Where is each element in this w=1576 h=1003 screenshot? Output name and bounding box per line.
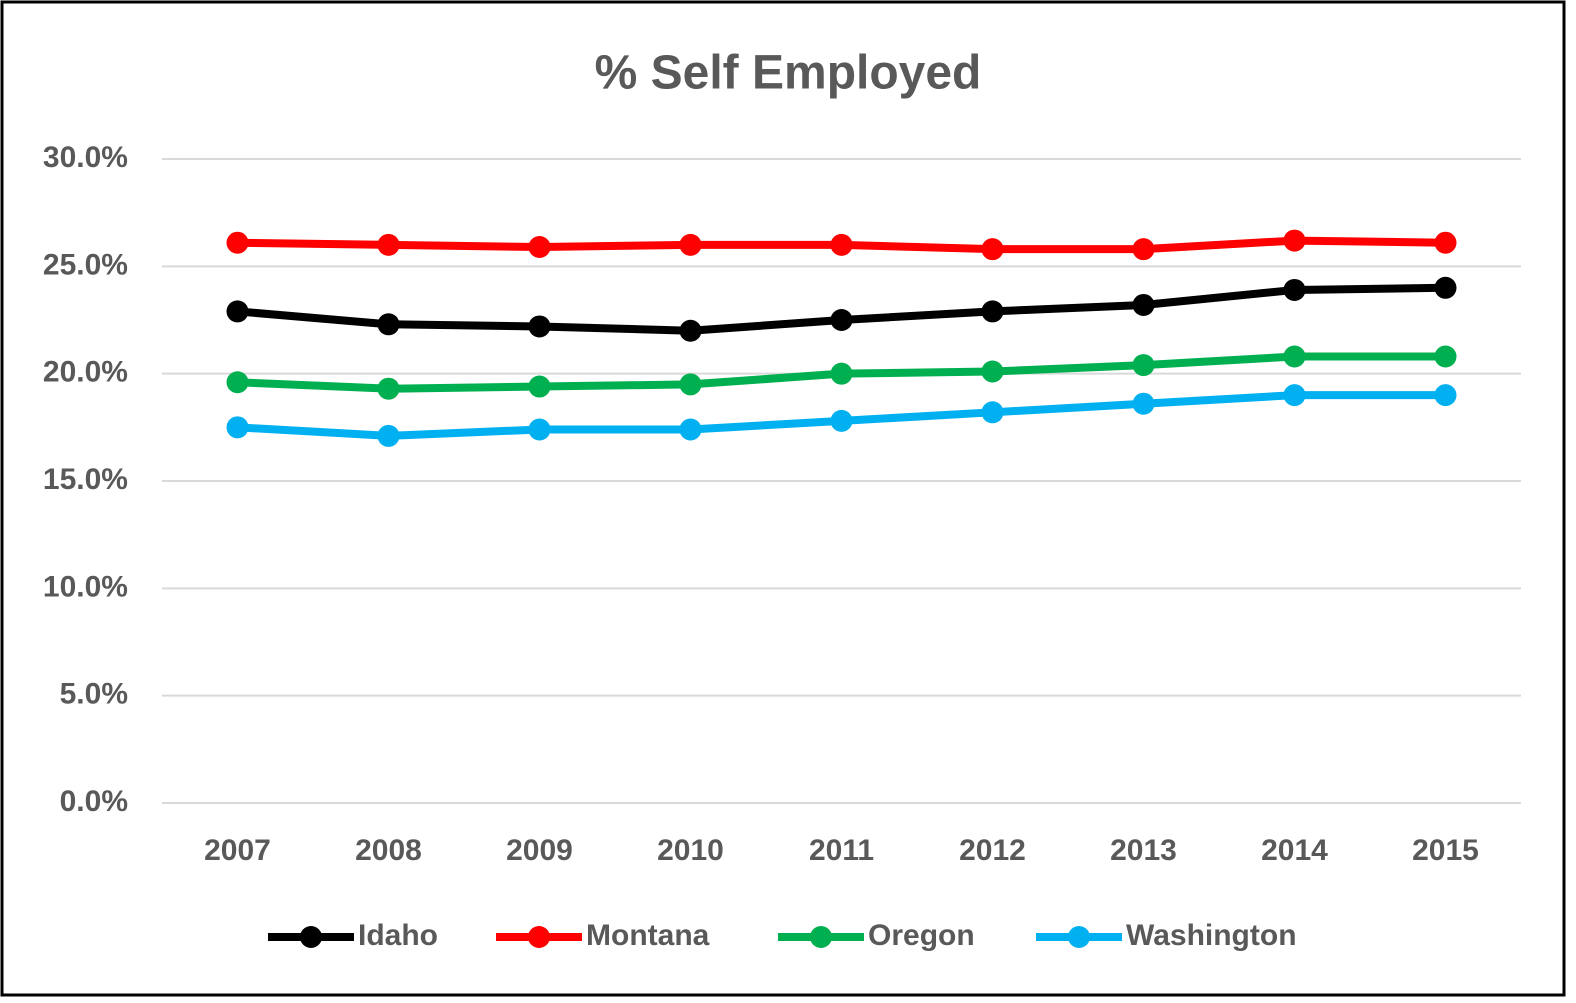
data-point [1434, 384, 1457, 407]
chart-title: % Self Employed [595, 47, 982, 100]
legend-label: Idaho [358, 919, 438, 952]
data-point [1132, 354, 1155, 377]
data-point [377, 424, 400, 447]
legend-marker [1068, 926, 1090, 948]
x-tick-label: 2012 [959, 834, 1026, 867]
data-point [528, 236, 551, 259]
legend-label: Washington [1126, 919, 1297, 952]
data-point [1283, 384, 1306, 407]
y-tick-label: 10.0% [43, 570, 128, 603]
legend-marker [300, 926, 322, 948]
data-point [679, 233, 702, 256]
x-tick-label: 2010 [657, 834, 724, 867]
x-tick-label: 2014 [1261, 834, 1328, 867]
data-point [981, 238, 1004, 261]
data-point [1283, 345, 1306, 368]
data-point [830, 362, 853, 385]
data-point [377, 233, 400, 256]
data-point [981, 300, 1004, 323]
legend-label: Oregon [868, 919, 975, 952]
y-tick-label: 0.0% [60, 785, 128, 818]
x-tick-label: 2015 [1412, 834, 1479, 867]
y-tick-label: 5.0% [60, 678, 128, 711]
data-point [1283, 278, 1306, 301]
data-point [1132, 392, 1155, 415]
x-tick-label: 2013 [1110, 834, 1177, 867]
data-point [226, 231, 249, 254]
x-tick-label: 2009 [506, 834, 573, 867]
data-point [1434, 231, 1457, 254]
data-point [1132, 238, 1155, 261]
data-point [226, 300, 249, 323]
data-point [679, 418, 702, 441]
data-point [226, 416, 249, 439]
data-point [830, 233, 853, 256]
x-tick-label: 2007 [204, 834, 271, 867]
data-point [377, 377, 400, 400]
data-point [679, 373, 702, 396]
data-point [1283, 229, 1306, 252]
data-point [1434, 276, 1457, 299]
y-tick-label: 30.0% [43, 141, 128, 174]
data-point [1132, 293, 1155, 316]
data-point [981, 401, 1004, 424]
y-tick-label: 20.0% [43, 356, 128, 389]
legend-marker [528, 926, 550, 948]
data-point [377, 313, 400, 336]
data-point [830, 409, 853, 432]
data-point [226, 371, 249, 394]
x-tick-label: 2011 [809, 834, 874, 867]
data-point [528, 375, 551, 398]
y-tick-label: 25.0% [43, 248, 128, 281]
legend-label: Montana [586, 919, 710, 952]
legend-marker [810, 926, 832, 948]
data-point [1434, 345, 1457, 368]
data-point [528, 418, 551, 441]
data-point [830, 309, 853, 331]
y-tick-label: 15.0% [43, 463, 128, 496]
data-point [528, 315, 551, 338]
data-point [679, 319, 702, 342]
data-point [981, 360, 1004, 383]
x-tick-label: 2008 [355, 834, 422, 867]
